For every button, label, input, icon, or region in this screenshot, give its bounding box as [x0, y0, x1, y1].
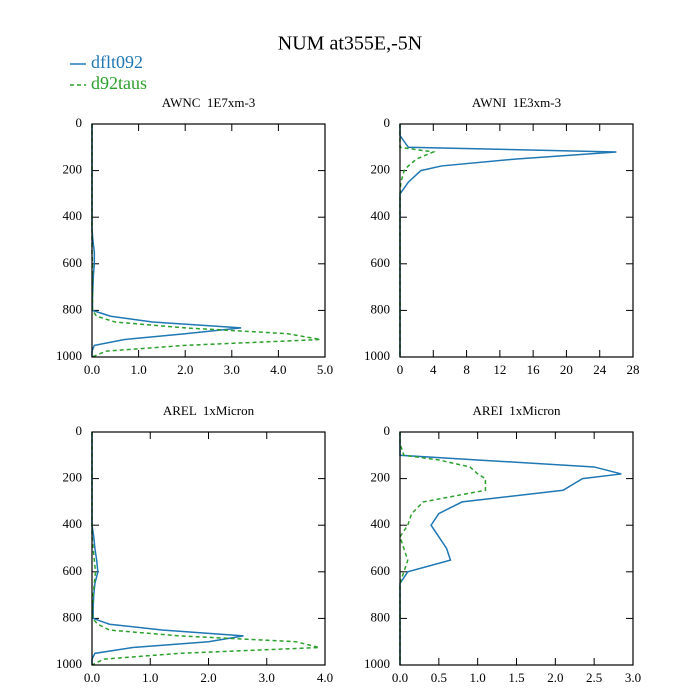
- y-tick-label: 400: [371, 516, 391, 531]
- panel-title: AREL 1xMicron: [163, 403, 255, 418]
- y-tick-label: 600: [371, 255, 391, 270]
- series-line: [399, 432, 622, 665]
- y-tick-label: 0: [384, 115, 391, 130]
- plot-frame: [91, 123, 326, 358]
- legend-label: d92taus: [91, 73, 147, 93]
- series-line: [399, 124, 617, 357]
- y-tick-label: 400: [63, 516, 83, 531]
- y-tick-label: 600: [63, 255, 83, 270]
- y-tick-label: 200: [63, 470, 83, 485]
- y-tick-label: 1000: [364, 656, 390, 671]
- y-tick-label: 800: [371, 301, 391, 316]
- panel-title: AREI 1xMicron: [472, 403, 561, 418]
- y-tick-label: 200: [371, 470, 391, 485]
- x-tick-label: 2.0: [200, 670, 216, 685]
- series-line: [91, 432, 320, 666]
- y-tick-label: 0: [76, 115, 83, 130]
- y-tick-label: 1000: [56, 656, 82, 671]
- y-tick-label: 1000: [56, 348, 82, 363]
- x-tick-label: 20: [560, 362, 573, 377]
- x-tick-label: 0.5: [431, 670, 447, 685]
- panel-title: AWNI 1E3xm-3: [472, 95, 561, 110]
- x-tick-label: 8: [463, 362, 470, 377]
- x-tick-label: 2.0: [177, 362, 193, 377]
- panel-title: AWNC 1E7xm-3: [162, 95, 256, 110]
- y-tick-label: 400: [371, 208, 391, 223]
- y-tick-label: 200: [371, 162, 391, 177]
- x-tick-label: 1.0: [142, 670, 158, 685]
- y-tick-label: 0: [384, 423, 391, 438]
- series-line: [399, 124, 437, 357]
- x-tick-label: 1.0: [470, 670, 486, 685]
- series-line: [399, 432, 487, 665]
- legend-label: dflt092: [91, 52, 143, 72]
- x-tick-label: 0.0: [84, 362, 100, 377]
- y-tick-label: 800: [371, 609, 391, 624]
- x-tick-label: 1.0: [130, 362, 146, 377]
- x-tick-label: 1.5: [508, 670, 524, 685]
- x-tick-label: 3.0: [625, 670, 641, 685]
- x-tick-label: 0.0: [392, 670, 408, 685]
- x-tick-label: 5.0: [317, 362, 333, 377]
- series-line: [91, 124, 321, 358]
- x-tick-label: 0: [397, 362, 404, 377]
- x-tick-label: 12: [493, 362, 506, 377]
- y-tick-label: 800: [63, 301, 83, 316]
- x-tick-label: 3.0: [224, 362, 240, 377]
- x-tick-label: 2.0: [547, 670, 563, 685]
- y-tick-label: 600: [371, 563, 391, 578]
- y-tick-label: 600: [63, 563, 83, 578]
- plot-frame: [399, 431, 634, 666]
- x-tick-label: 16: [527, 362, 541, 377]
- x-tick-label: 4.0: [317, 670, 333, 685]
- figure-title: NUM at355E,-5N: [278, 33, 422, 55]
- x-tick-label: 28: [627, 362, 640, 377]
- y-tick-label: 1000: [364, 348, 390, 363]
- plot-frame: [399, 123, 634, 358]
- x-tick-label: 4.0: [270, 362, 286, 377]
- x-tick-label: 24: [593, 362, 607, 377]
- x-tick-label: 0.0: [84, 670, 100, 685]
- x-tick-label: 2.5: [586, 670, 602, 685]
- y-tick-label: 400: [63, 208, 83, 223]
- y-tick-label: 800: [63, 609, 83, 624]
- x-tick-label: 4: [430, 362, 437, 377]
- y-tick-label: 200: [63, 162, 83, 177]
- y-tick-label: 0: [76, 423, 83, 438]
- x-tick-label: 3.0: [259, 670, 275, 685]
- plot-frame: [91, 431, 326, 666]
